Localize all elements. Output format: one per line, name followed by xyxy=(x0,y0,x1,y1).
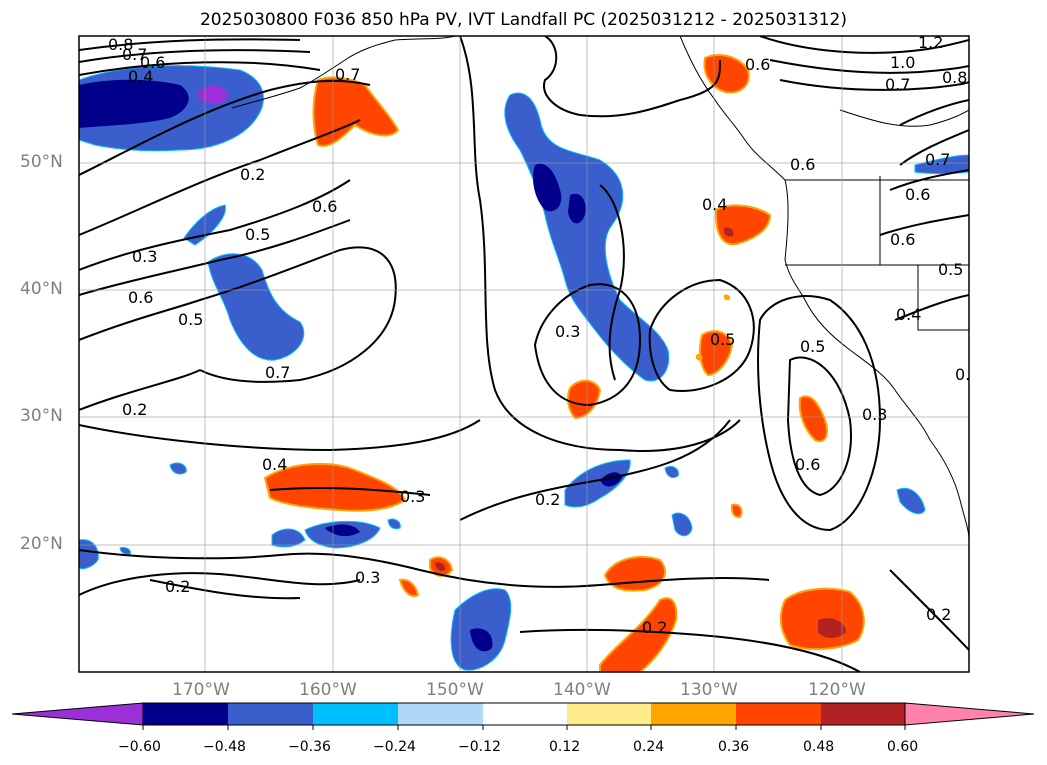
contour-label: 0.3 xyxy=(862,405,887,424)
colorbar-segment xyxy=(821,703,905,725)
contour-label: 0.3 xyxy=(355,568,380,587)
contour-label: 0.2 xyxy=(165,577,190,596)
lat-label-50n: 50°N xyxy=(20,152,63,172)
contour-label: 0.6 xyxy=(890,230,915,249)
contour-labels: 0.8 0.7 0.6 0.4 0.2 0.3 0.6 0.5 0.5 0.7 … xyxy=(108,33,980,637)
colorbar-segment xyxy=(398,703,483,725)
contour-label: 0.2 xyxy=(240,165,265,184)
contour-label: 0.6 xyxy=(128,288,153,307)
coastlines xyxy=(231,36,969,541)
lat-label-20n: 20°N xyxy=(20,534,63,554)
colorbar-segment xyxy=(567,703,651,725)
contour-label: 0.4 xyxy=(896,305,921,324)
colorbar-segment xyxy=(313,703,398,725)
colorbar-tick-label: 0.36 xyxy=(718,739,750,755)
contour-label: 0.3 xyxy=(400,487,425,506)
colorbar-tick-label: −0.24 xyxy=(373,739,416,755)
contour-label: 0.6 xyxy=(745,55,770,74)
colorbar-outline xyxy=(142,702,906,726)
colorbar-tick-label: 0.12 xyxy=(549,739,581,755)
colorbar-segment xyxy=(483,703,567,725)
contour-label: 0.7 xyxy=(265,363,290,382)
contour-label: 0.5 xyxy=(178,310,203,329)
contour-label: 0.8 xyxy=(108,35,133,54)
colorbar xyxy=(11,702,1035,730)
map-plot-area: 0.8 0.7 0.6 0.4 0.2 0.3 0.6 0.5 0.5 0.7 … xyxy=(79,33,980,672)
contour-label: 1.0 xyxy=(890,53,915,72)
contour-label: 0.6 xyxy=(140,53,165,72)
contour-label: 0.5 xyxy=(710,330,735,349)
colorbar-extend-right xyxy=(904,702,1035,726)
colorbar-tick-label: 0.48 xyxy=(803,739,835,755)
lon-label-170w: 170°W xyxy=(172,680,230,700)
map-frame xyxy=(78,35,970,673)
contour-label: 0.7 xyxy=(122,45,147,64)
contour-label: 0.3 xyxy=(132,247,157,266)
colorbar-segment xyxy=(736,703,821,725)
contour-label: 0.6 xyxy=(905,185,930,204)
map-title: 2025030800 F036 850 hPa PV, IVT Landfall… xyxy=(199,10,847,30)
colorbar-tick-label: −0.12 xyxy=(458,739,501,755)
lat-label-40n: 40°N xyxy=(20,279,63,299)
contour-label: 0.6 xyxy=(312,197,337,216)
contour-label: 1.2 xyxy=(918,33,943,52)
lon-label-160w: 160°W xyxy=(299,680,357,700)
contour-label: 0.7 xyxy=(885,75,910,94)
contour-label: 0.2 xyxy=(926,605,951,624)
contour-label: 0.5 xyxy=(800,337,825,356)
contour-label: 0.6 xyxy=(795,455,820,474)
lon-label-150w: 150°W xyxy=(426,680,484,700)
lon-label-120w: 120°W xyxy=(808,680,866,700)
contour-label: 0.6 xyxy=(955,365,980,384)
pv-contours xyxy=(79,36,969,672)
colorbar-tick-label: 0.24 xyxy=(633,739,665,755)
colorbar-tick-label: −0.36 xyxy=(288,739,331,755)
colorbar-tick-label: −0.60 xyxy=(118,739,161,755)
colorbar-tick-label: −0.48 xyxy=(203,739,246,755)
lon-label-130w: 130°W xyxy=(680,680,738,700)
graticule xyxy=(79,36,969,672)
contour-label: 0.2 xyxy=(642,618,667,637)
contour-label: 0.5 xyxy=(245,225,270,244)
colorbar-extend-left xyxy=(11,702,144,726)
colorbar-segment xyxy=(143,703,228,725)
contour-label: 0.4 xyxy=(262,455,287,474)
contour-label: 0.6 xyxy=(790,155,815,174)
contour-label: 0.4 xyxy=(128,67,153,86)
contour-label: 0.7 xyxy=(335,65,360,84)
contour-label: 0.2 xyxy=(535,490,560,509)
contour-label: 0.3 xyxy=(555,322,580,341)
contour-label: 0.4 xyxy=(702,195,727,214)
contour-label: 0.5 xyxy=(938,260,963,279)
colorbar-segment xyxy=(651,703,736,725)
lon-label-140w: 140°W xyxy=(553,680,611,700)
lat-label-30n: 30°N xyxy=(20,406,63,426)
colorbar-segment xyxy=(228,703,313,725)
contour-label: 0.7 xyxy=(925,150,950,169)
contour-label: 0.8 xyxy=(942,68,967,87)
contour-label: 0.2 xyxy=(122,400,147,419)
colorbar-tick-label: 0.60 xyxy=(887,739,919,755)
